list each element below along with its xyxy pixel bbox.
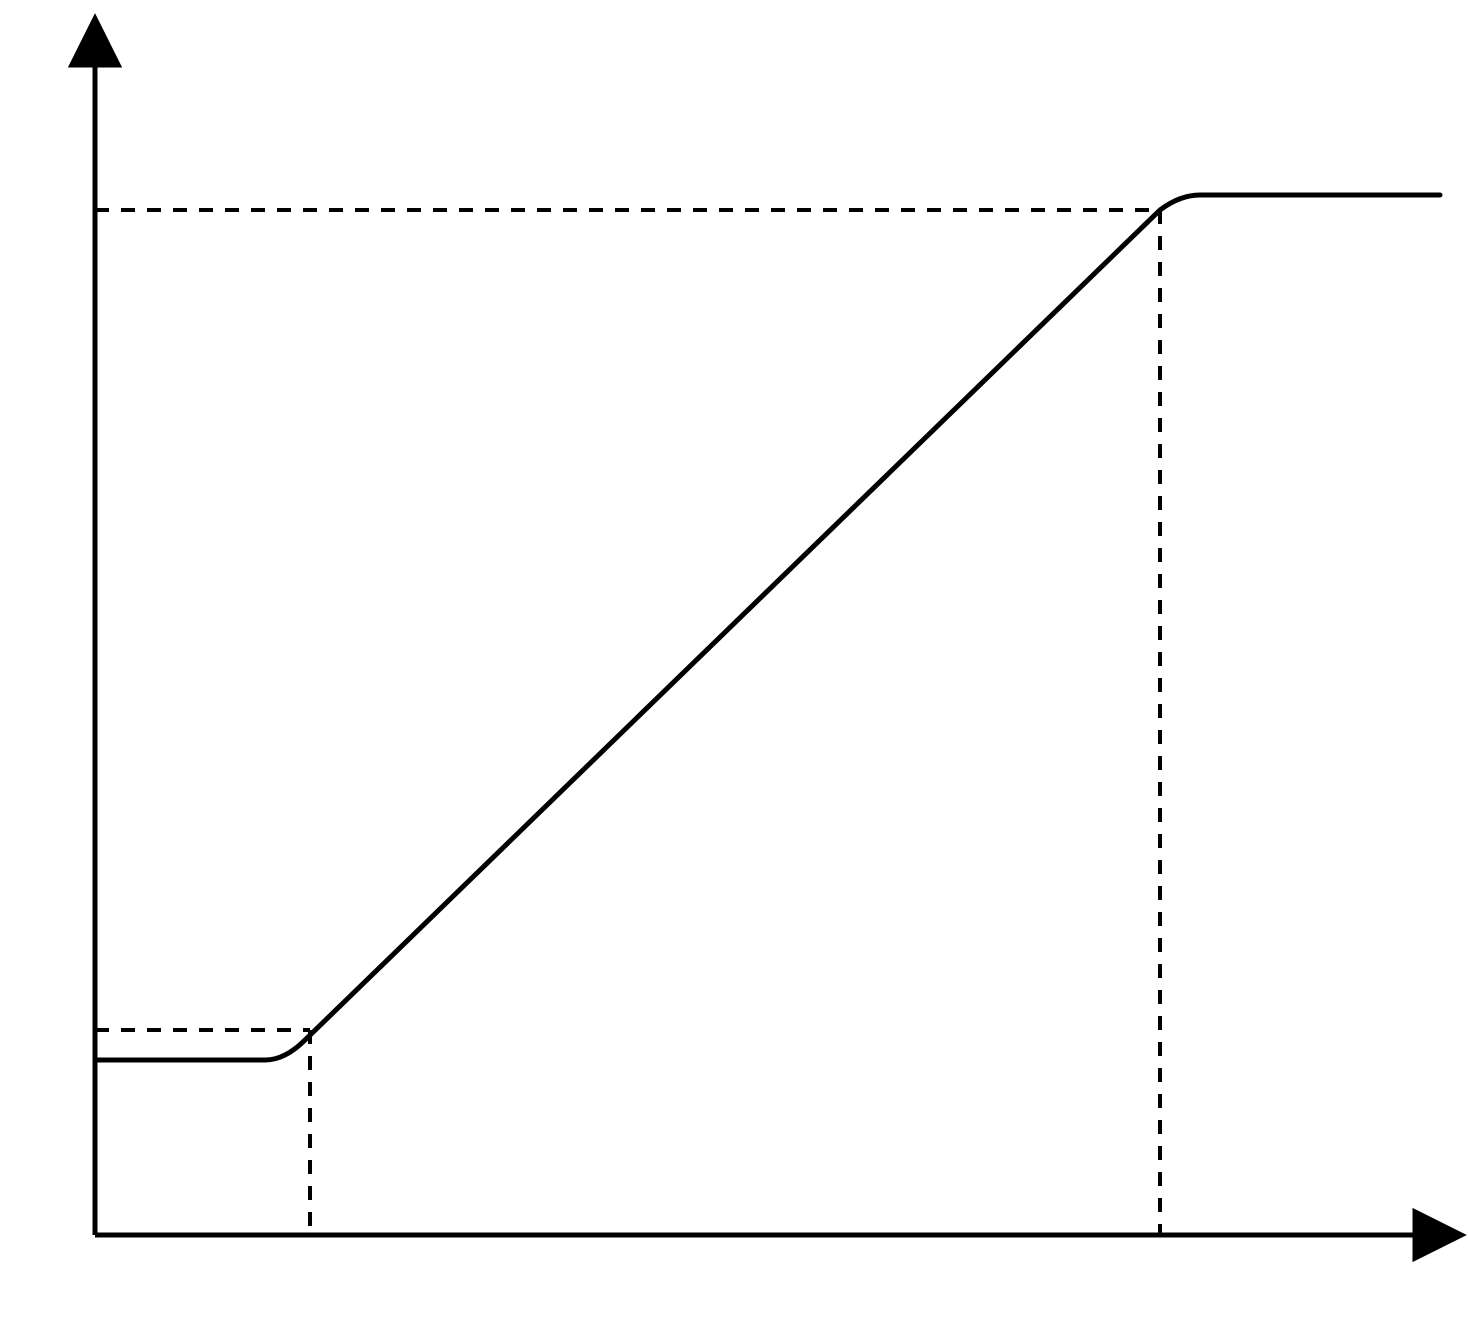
chart-container [0,0,1468,1329]
saturation-curve-chart [0,0,1468,1329]
